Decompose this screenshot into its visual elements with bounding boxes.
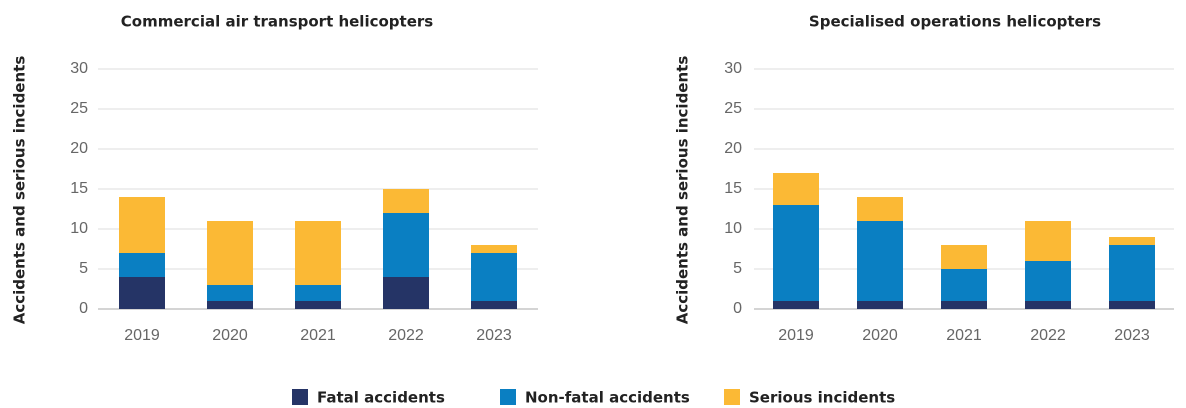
bar-segment (773, 173, 819, 205)
bar-segment (295, 285, 341, 301)
y-tick-label: 0 (79, 300, 88, 317)
x-tick-label: 2022 (388, 327, 424, 344)
x-tick-label: 2023 (1114, 327, 1150, 344)
bar-segment (207, 285, 253, 301)
y-axis-label: Accidents and serious incidents (674, 56, 692, 325)
legend-label: Fatal accidents (317, 389, 445, 407)
bar-segment (471, 253, 517, 301)
bar-segment (941, 245, 987, 269)
bar-segment (119, 277, 165, 309)
bar-segment (1109, 301, 1155, 309)
bar-segment (1025, 301, 1071, 309)
legend-swatch (292, 389, 308, 405)
chart-title: Commercial air transport helicopters (121, 13, 433, 31)
bar-segment (1025, 221, 1071, 261)
legend-label: Serious incidents (749, 389, 895, 407)
bar-segment (857, 301, 903, 309)
y-tick-label: 10 (70, 220, 88, 237)
legend-swatch (500, 389, 516, 405)
bar-segment (471, 301, 517, 309)
bar-segment (857, 221, 903, 301)
bar-segment (119, 253, 165, 277)
legend-swatch (724, 389, 740, 405)
bar-segment (1025, 261, 1071, 301)
bar-segment (773, 301, 819, 309)
legend-label: Non-fatal accidents (525, 389, 690, 407)
y-tick-label: 30 (724, 60, 742, 77)
bar-segment (941, 301, 987, 309)
x-tick-label: 2022 (1030, 327, 1066, 344)
bar-segment (207, 301, 253, 309)
y-tick-label: 0 (733, 300, 742, 317)
bar-segment (941, 269, 987, 301)
bar-segment (1109, 245, 1155, 301)
y-tick-label: 15 (724, 180, 742, 197)
y-tick-label: 15 (70, 180, 88, 197)
bar-segment (1109, 237, 1155, 245)
chart-title: Specialised operations helicopters (809, 13, 1101, 31)
bar-segment (383, 189, 429, 213)
bar-segment (857, 197, 903, 221)
y-tick-label: 5 (79, 260, 88, 277)
x-tick-label: 2023 (476, 327, 512, 344)
bar-segment (383, 213, 429, 277)
bar-segment (295, 221, 341, 285)
bar-segment (295, 301, 341, 309)
bar-segment (773, 205, 819, 301)
x-tick-label: 2020 (212, 327, 248, 344)
y-axis-label: Accidents and serious incidents (11, 56, 29, 325)
y-tick-label: 25 (70, 100, 88, 117)
x-tick-label: 2019 (124, 327, 160, 344)
y-tick-label: 5 (733, 260, 742, 277)
y-tick-label: 20 (724, 140, 742, 157)
y-tick-label: 20 (70, 140, 88, 157)
bar-segment (119, 197, 165, 253)
x-tick-label: 2021 (946, 327, 982, 344)
x-tick-label: 2019 (778, 327, 814, 344)
bar-segment (383, 277, 429, 309)
x-tick-label: 2020 (862, 327, 898, 344)
bar-segment (207, 221, 253, 285)
y-tick-label: 25 (724, 100, 742, 117)
x-tick-label: 2021 (300, 327, 336, 344)
y-tick-label: 10 (724, 220, 742, 237)
y-tick-label: 30 (70, 60, 88, 77)
bar-segment (471, 245, 517, 253)
